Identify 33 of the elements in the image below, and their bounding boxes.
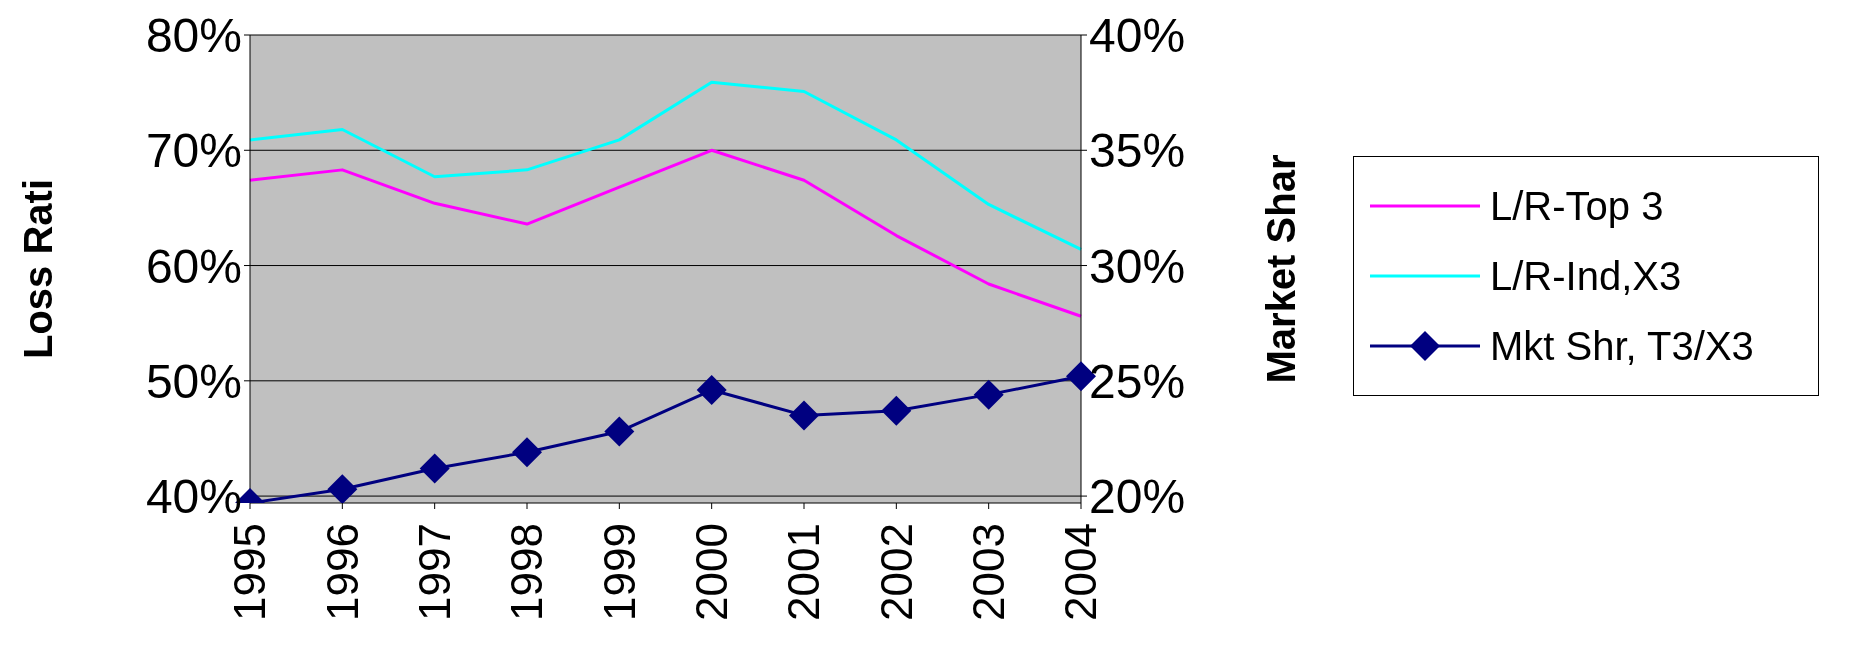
x-tick-label: 1998: [502, 523, 552, 621]
x-tick-label: 1997: [410, 523, 460, 621]
x-tick-label: 2002: [871, 523, 921, 621]
x-tick-label: 2004: [1056, 523, 1106, 621]
point: [604, 416, 635, 447]
y-axis-title: Loss Rati: [16, 178, 61, 360]
x-tick-label: 1996: [317, 523, 367, 621]
y2-tick-label: 30%: [1089, 239, 1186, 293]
y-tick-label: 60%: [145, 239, 242, 293]
y2-axis-title: Market Shar: [1259, 154, 1304, 384]
point: [419, 453, 450, 484]
x-tick-label: 2000: [687, 523, 737, 621]
x-tick-label: 2003: [964, 523, 1014, 621]
y2-tick-label: 25%: [1089, 354, 1186, 408]
point: [789, 400, 819, 431]
x-tick-label: 1999: [594, 523, 644, 621]
y2-tick-label: 20%: [1089, 470, 1186, 524]
point: [327, 474, 358, 503]
point: [881, 395, 912, 426]
y2-tick-label: 40%: [1089, 9, 1186, 63]
y-tick-label: 40%: [145, 470, 242, 524]
point: [696, 375, 727, 406]
x-tick-label: 1995: [225, 523, 275, 621]
legend-label: Mkt Shr, T3/X3: [1490, 323, 1754, 369]
y-tick-label: 50%: [145, 354, 242, 408]
y-tick-label: 70%: [145, 124, 242, 178]
x-tick-label: 2001: [779, 523, 829, 621]
legend-label: L/R-Top 3: [1490, 183, 1664, 229]
legend-label: L/R-Ind,X3: [1490, 253, 1682, 299]
point: [512, 437, 542, 468]
y-tick-label: 80%: [145, 9, 242, 63]
point: [973, 379, 1004, 410]
y2-tick-label: 35%: [1089, 124, 1186, 178]
